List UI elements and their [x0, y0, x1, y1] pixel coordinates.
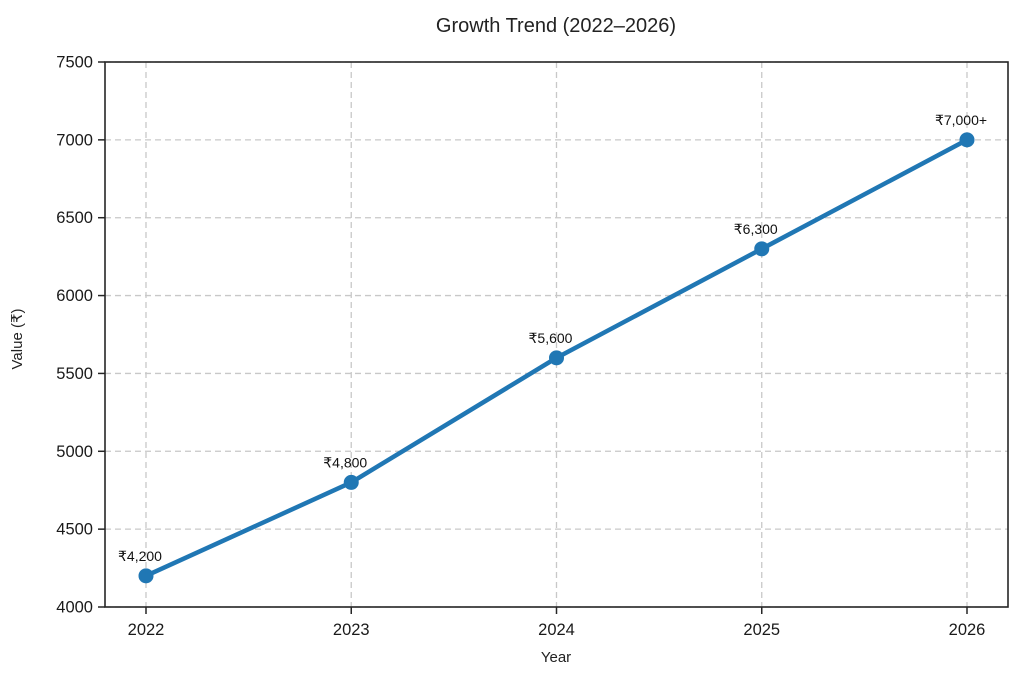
y-tick-label: 7000: [56, 131, 93, 149]
x-axis-label: Year: [541, 649, 571, 666]
y-tick-label: 6000: [56, 287, 93, 305]
data-point-label: ₹4,200: [118, 548, 162, 564]
x-tick-label: 2026: [949, 621, 986, 639]
x-tick-label: 2024: [538, 621, 575, 639]
data-point-marker: [138, 568, 154, 584]
y-tick-label: 4000: [56, 599, 93, 617]
y-tick-label: 5500: [56, 365, 93, 383]
x-tick-label: 2025: [743, 621, 780, 639]
data-point-marker: [754, 241, 770, 257]
line-series: [138, 132, 975, 584]
y-axis-label: Value (₹): [9, 309, 26, 370]
data-point-label: ₹4,800: [323, 454, 367, 470]
y-tick-label: 6500: [56, 209, 93, 227]
y-tick-label: 4500: [56, 521, 93, 539]
x-tick-label: 2023: [333, 621, 370, 639]
axis-layer: 2022 2023 2024 2025 2026 4000 4500 5000 5500 6000…: [56, 54, 1009, 639]
data-point-marker: [343, 474, 359, 490]
data-point-marker: [549, 350, 564, 366]
y-tick-label: 5000: [56, 443, 93, 461]
y-tick-label: 7500: [56, 54, 93, 72]
data-point-marker: [959, 132, 975, 148]
annotation-layer: ₹4,200 ₹4,800 ₹5,600 ₹6,300 ₹7,000+: [118, 112, 987, 564]
x-tick-label: 2022: [128, 621, 165, 639]
data-point-label: ₹6,300: [734, 221, 778, 237]
chart-title: Growth Trend (2022–2026): [436, 15, 676, 37]
data-point-label: ₹7,000+: [935, 112, 987, 128]
data-point-label: ₹5,600: [529, 330, 573, 346]
